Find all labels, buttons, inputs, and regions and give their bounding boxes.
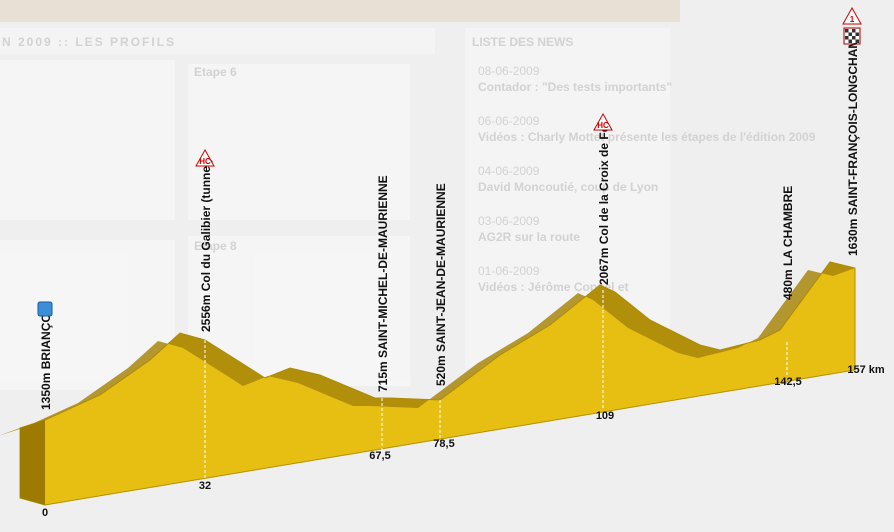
climb-icon xyxy=(593,112,613,131)
news-date: 03-06-2009 xyxy=(478,214,540,228)
km-label: 32 xyxy=(199,480,211,492)
section-title: N 2009 :: LES PROFILS xyxy=(2,35,176,49)
climb-icon xyxy=(842,6,862,25)
finish-flag xyxy=(843,27,861,45)
news-text: Vidéos : Charly Mottet présente les étap… xyxy=(478,130,816,144)
flag-cell xyxy=(852,29,856,33)
climb-icon xyxy=(195,148,215,167)
news-title: LISTE DES NEWS xyxy=(472,35,573,49)
waypoint-label: 2067m Col de la Croix de Fer xyxy=(597,121,611,285)
start-icon xyxy=(37,301,53,317)
news-text: AG2R sur la route xyxy=(478,230,580,244)
km-label: 109 xyxy=(596,410,614,422)
flag-cell xyxy=(855,36,859,40)
header-strip xyxy=(0,0,680,22)
flag-cell xyxy=(848,32,852,36)
news-date: 06-06-2009 xyxy=(478,114,540,128)
flag-cell xyxy=(852,39,856,43)
km-label: 142,5 xyxy=(774,376,802,388)
title-bar xyxy=(0,28,435,54)
panel xyxy=(0,60,175,220)
climb-category: 1 xyxy=(850,15,855,24)
flag-cell xyxy=(845,36,849,40)
flag-cell xyxy=(852,36,856,40)
news-text: Vidéos : Jérôme Coppel et xyxy=(478,280,629,294)
km-label: 78,5 xyxy=(433,438,454,450)
news-text: Contador : "Des tests importants" xyxy=(478,80,672,94)
flag-cell xyxy=(852,32,856,36)
panel-title: Etape 6 xyxy=(194,65,237,79)
waypoint-label: 520m SAINT-JEAN-DE-MAURIENNE xyxy=(434,183,448,386)
waypoint-label: 1630m SAINT-FRANÇOIS-LONGCHAMP xyxy=(846,31,860,256)
news-date: 08-06-2009 xyxy=(478,64,540,78)
waypoint-label: 715m SAINT-MICHEL-DE-MAURIENNE xyxy=(376,175,390,392)
waypoint-label: 1350m BRIANÇON xyxy=(39,305,53,410)
flag-cell xyxy=(845,29,849,33)
climb-category: HC xyxy=(199,157,211,166)
profile-front xyxy=(20,420,45,505)
panel xyxy=(188,64,410,220)
panel-title: Etape 8 xyxy=(194,239,237,253)
waypoint-label: 2556m Col du Galibier (tunnel) xyxy=(199,159,213,332)
flag-cell xyxy=(845,39,849,43)
flag-cell xyxy=(855,39,859,43)
flag-cell xyxy=(845,32,849,36)
news-date: 04-06-2009 xyxy=(478,164,540,178)
faded-website: N 2009 :: LES PROFILS Etape 6 Etape 8 LI… xyxy=(0,0,816,473)
profile-top xyxy=(0,262,855,436)
climb-category: HC xyxy=(597,121,609,130)
flag-cell xyxy=(855,32,859,36)
waypoint-label: 480m LA CHAMBRE xyxy=(781,186,795,300)
km-label: 157 km xyxy=(847,364,885,376)
news-date: 01-06-2009 xyxy=(478,264,540,278)
km-label: 0 xyxy=(42,507,48,519)
flag-cell xyxy=(855,29,859,33)
flag-cell xyxy=(848,29,852,33)
news-text: David Moncoutié, coup de Lyon xyxy=(478,180,658,194)
km-label: 67,5 xyxy=(369,450,390,462)
flag-border xyxy=(843,27,861,45)
flag-cell xyxy=(848,36,852,40)
flag-cell xyxy=(848,39,852,43)
